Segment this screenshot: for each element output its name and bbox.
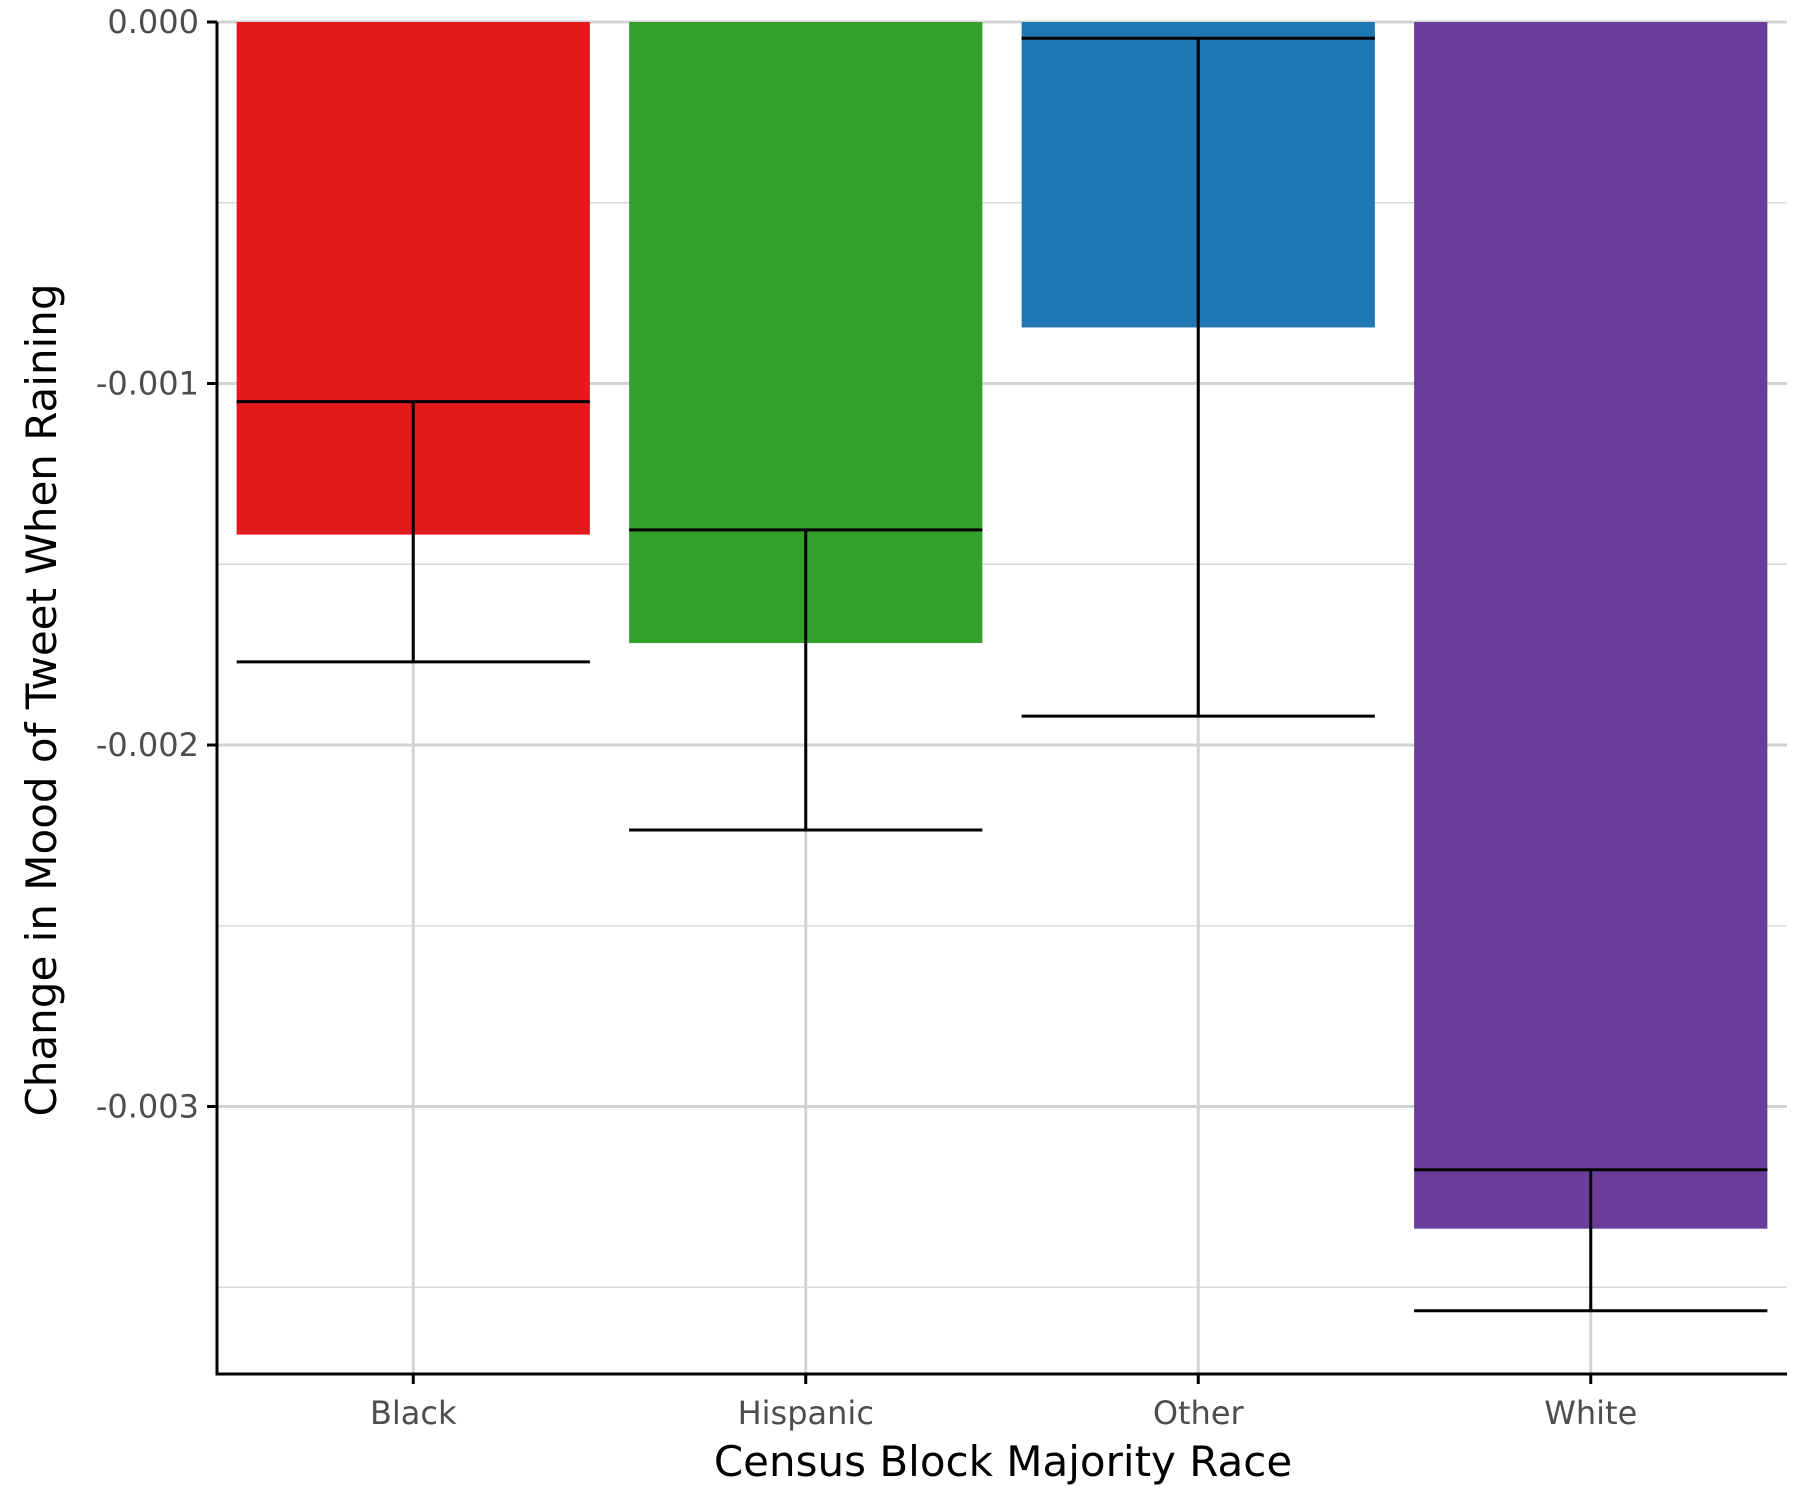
error-bar-black — [236, 400, 590, 664]
error-bar-white — [1414, 1168, 1768, 1313]
x-tick-label: Other — [1153, 1394, 1245, 1432]
y-tick-label: 0.000 — [107, 3, 199, 41]
error-bar-other — [1021, 36, 1375, 718]
bar-white — [1414, 22, 1768, 1229]
error-bar-hispanic — [629, 528, 983, 832]
x-tick-label: Black — [370, 1394, 457, 1432]
y-tick-label: -0.003 — [96, 1087, 199, 1125]
axes: 0.000 -0.001 -0.002 -0.003 Black Hispanic Othe… — [96, 3, 1787, 1432]
x-tick-label: White — [1544, 1394, 1637, 1432]
y-axis-title: Change in Mood of Tweet When Raining — [17, 283, 66, 1116]
x-tick-label: Hispanic — [738, 1394, 874, 1432]
y-tick-label: -0.002 — [96, 726, 199, 764]
y-tick-label: -0.001 — [96, 364, 199, 402]
x-axis-title: Census Block Majority Race — [714, 1437, 1292, 1486]
error-bars — [236, 36, 1768, 1313]
